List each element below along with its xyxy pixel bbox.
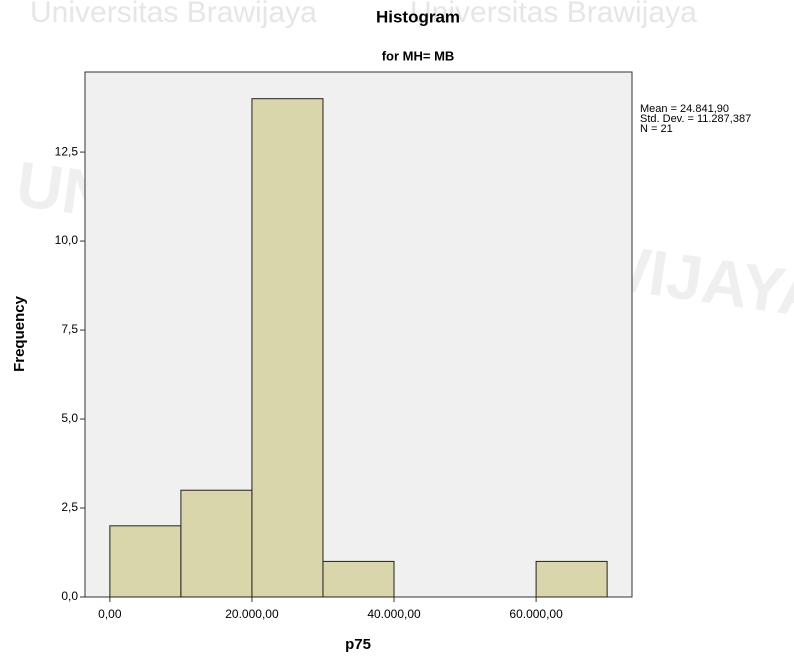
y-tick-label: 0,0 — [61, 589, 78, 603]
bar — [110, 526, 181, 597]
x-tick-label: 0,00 — [98, 607, 122, 621]
x-tick-label: 20.000,00 — [225, 607, 279, 621]
bar — [252, 99, 323, 597]
plot-area — [85, 72, 632, 597]
bar — [536, 561, 607, 597]
x-tick-label: 60.000,00 — [509, 607, 563, 621]
chart: Universitas Brawijaya Universitas Brawij… — [0, 0, 794, 661]
bar — [323, 561, 394, 597]
chart-subtitle: for MH= MB — [382, 48, 455, 63]
stats-label: N = 21 — [640, 123, 673, 135]
y-tick-label: 10,0 — [55, 233, 79, 247]
bar — [181, 490, 252, 597]
y-tick-label: 5,0 — [61, 411, 78, 425]
x-tick-label: 40.000,00 — [367, 607, 421, 621]
y-tick-label: 12,5 — [55, 144, 79, 158]
chart-title: Histogram — [376, 7, 460, 26]
x-axis-label: p75 — [345, 636, 371, 653]
watermark: Universitas Brawijaya — [30, 0, 317, 29]
y-axis-label: Frequency — [11, 295, 28, 372]
y-tick-label: 2,5 — [61, 500, 78, 514]
y-tick-label: 7,5 — [61, 322, 78, 336]
